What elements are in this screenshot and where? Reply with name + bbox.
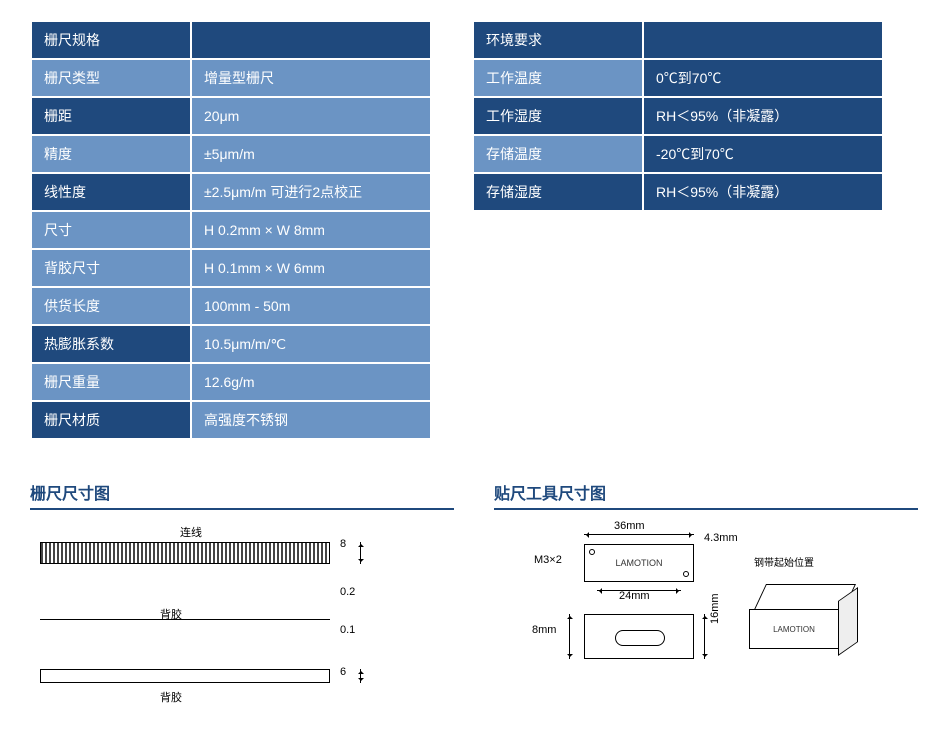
logo-text: LAMOTION: [615, 558, 662, 568]
right-row-3-value: RH＜95%（非凝露）: [643, 173, 883, 211]
left-row-6-value: 100mm - 50m: [191, 287, 431, 325]
dim-16-arrow: [704, 614, 705, 659]
left-row-0-label: 栅尺类型: [31, 59, 191, 97]
dim-02: 0.2: [340, 586, 355, 598]
left-header-label: 栅尺规格: [31, 21, 191, 59]
right-row-3-label: 存储湿度: [473, 173, 643, 211]
right-row-0-value: 0℃到70℃: [643, 59, 883, 97]
backing-line-icon: [40, 619, 330, 620]
annot-mid: 背胶: [160, 606, 182, 622]
left-diagram-canvas: 连线 8 0.2 背胶 0.1 6 背胶: [30, 524, 454, 724]
scale-spec-table: 栅尺规格 栅尺类型增量型栅尺 栅距20μm 精度±5μm/m 线性度±2.5μm…: [30, 20, 432, 440]
left-row-7-value: 10.5μm/m/℃: [191, 325, 431, 363]
environment-table: 环境要求 工作温度0℃到70℃ 工作湿度RH＜95%（非凝露） 存储温度-20℃…: [472, 20, 884, 212]
left-row-1-label: 栅距: [31, 97, 191, 135]
dim-36-arrow: [584, 534, 694, 535]
backing-bar-icon: [40, 669, 330, 683]
left-row-3-label: 线性度: [31, 173, 191, 211]
left-row-1-value: 20μm: [191, 97, 431, 135]
iso-side-face: [838, 587, 858, 656]
left-row-3-value: ±2.5μm/m 可进行2点校正: [191, 173, 431, 211]
left-row-5-label: 背胶尺寸: [31, 249, 191, 287]
left-row-0-value: 增量型栅尺: [191, 59, 431, 97]
right-row-1-value: RH＜95%（非凝露）: [643, 97, 883, 135]
left-row-8-value: 12.6g/m: [191, 363, 431, 401]
dim-36: 36mm: [614, 520, 645, 532]
slot-icon: [615, 630, 665, 646]
left-row-9-label: 栅尺材质: [31, 401, 191, 439]
left-row-2-label: 精度: [31, 135, 191, 173]
dim-8-arrow: [360, 542, 361, 564]
diagrams-container: 栅尺尺寸图 连线 8 0.2 背胶 0.1 6 背胶 贴尺工具尺寸图 36mm …: [30, 480, 918, 724]
left-row-5-value: H 0.1mm × W 6mm: [191, 249, 431, 287]
left-diagram-underline: [30, 508, 454, 510]
dim-6: 6: [340, 666, 346, 678]
annot-bot: 背胶: [160, 689, 182, 705]
left-row-7-label: 热膨胀系数: [31, 325, 191, 363]
left-row-2-value: ±5μm/m: [191, 135, 431, 173]
right-row-1-label: 工作湿度: [473, 97, 643, 135]
tool-top-view-icon: LAMOTION: [584, 544, 694, 582]
annot-start: 钢带起始位置: [754, 554, 814, 569]
right-diagram-underline: [494, 508, 918, 510]
dim-24: 24mm: [619, 590, 650, 602]
tool-side-view-icon: [584, 614, 694, 659]
dim-16: 16mm: [709, 593, 721, 624]
left-diagram-title: 栅尺尺寸图: [30, 480, 454, 504]
tool-iso-view-icon: LAMOTION: [744, 584, 864, 664]
annot-top: 连线: [180, 524, 202, 540]
right-row-0-label: 工作温度: [473, 59, 643, 97]
right-diagram-title: 贴尺工具尺寸图: [494, 480, 918, 504]
top-tables-container: 栅尺规格 栅尺类型增量型栅尺 栅距20μm 精度±5μm/m 线性度±2.5μm…: [30, 20, 918, 440]
dim-8: 8: [340, 538, 346, 550]
hole-icon: [589, 549, 595, 555]
dim-6-arrow: [360, 669, 361, 683]
left-header-empty: [191, 21, 431, 59]
left-row-6-label: 供货长度: [31, 287, 191, 325]
left-row-9-value: 高强度不锈钢: [191, 401, 431, 439]
dim-m3: M3×2: [534, 554, 562, 566]
left-row-4-value: H 0.2mm × W 8mm: [191, 211, 431, 249]
dim-43: 4.3mm: [704, 532, 738, 544]
hole-icon: [683, 571, 689, 577]
iso-front-face: LAMOTION: [749, 609, 839, 649]
scale-dimension-diagram: 栅尺尺寸图 连线 8 0.2 背胶 0.1 6 背胶: [30, 480, 454, 724]
scale-strip-icon: [40, 542, 330, 564]
dim-8-arrow: [569, 614, 570, 659]
right-row-2-value: -20℃到70℃: [643, 135, 883, 173]
right-diagram-canvas: 36mm 4.3mm M3×2 LAMOTION 24mm 8mm 16mm 钢…: [494, 524, 918, 724]
tool-dimension-diagram: 贴尺工具尺寸图 36mm 4.3mm M3×2 LAMOTION 24mm 8m…: [494, 480, 918, 724]
dim-01: 0.1: [340, 624, 355, 636]
logo-text-iso: LAMOTION: [773, 625, 815, 634]
left-row-4-label: 尺寸: [31, 211, 191, 249]
right-row-2-label: 存储温度: [473, 135, 643, 173]
left-row-8-label: 栅尺重量: [31, 363, 191, 401]
right-header-empty: [643, 21, 883, 59]
right-header-label: 环境要求: [473, 21, 643, 59]
dim-8: 8mm: [532, 624, 556, 636]
